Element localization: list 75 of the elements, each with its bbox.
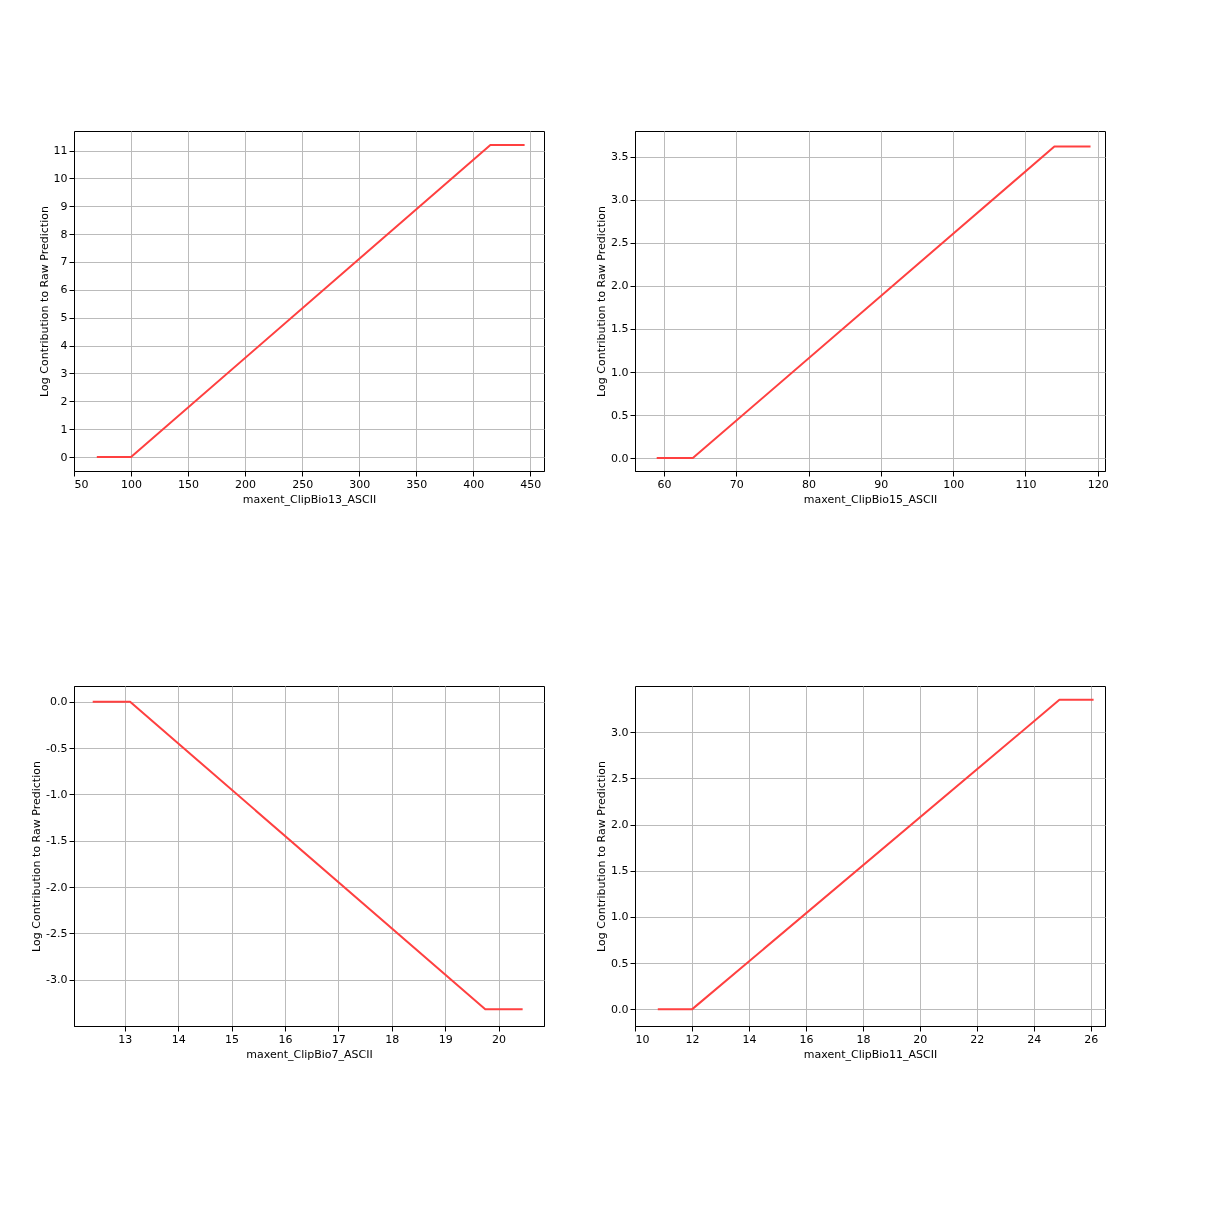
y-tick-label: 2.5 [611,771,629,785]
y-tick-label: 2.0 [611,818,629,832]
y-tick-label: 0.0 [611,1002,629,1016]
x-tick-label: 50 [74,477,89,491]
y-tick-label: 8 [60,227,68,241]
x-axis-title: maxent_ClipBio15_ASCII [803,492,938,506]
x-tick-label: 18 [856,1032,871,1046]
y-tick-label: 0.5 [611,408,629,422]
x-tick-label: 400 [463,477,485,491]
y-tick-label: 3.0 [611,725,629,739]
x-tick-label: 90 [874,477,889,491]
x-tick-label: 13 [118,1032,133,1046]
x-tick-label: 19 [438,1032,453,1046]
x-axis-title: maxent_ClipBio11_ASCII [803,1047,938,1061]
x-tick-label: 20 [913,1032,928,1046]
y-tick-label: 2.0 [611,279,629,293]
y-tick-label: 4 [60,339,68,353]
y-tick-label: 7 [60,255,68,269]
x-tick-label: 10 [635,1032,650,1046]
x-tick-label: 200 [235,477,257,491]
y-axis-title: Log Contribution to Raw Prediction [595,761,609,952]
y-tick-label: 11 [53,144,68,158]
y-tick-label: 5 [60,311,68,325]
y-tick-label: -1.5 [46,834,68,848]
x-tick-label: 300 [349,477,371,491]
x-tick-label: 20 [492,1032,507,1046]
y-axis-title: Log Contribution to Raw Prediction [37,206,51,397]
x-tick-label: 100 [121,477,143,491]
x-tick-label: 60 [657,477,672,491]
y-tick-label: 0.0 [611,451,629,465]
y-axis-title: Log Contribution to Raw Prediction [595,206,609,397]
y-tick-label: 0 [60,450,68,464]
y-tick-label: 10 [53,171,68,185]
y-tick-label: -3.0 [46,973,68,987]
y-tick-label: 1.5 [611,864,629,878]
y-tick-label: -1.0 [46,787,68,801]
x-tick-label: 16 [278,1032,293,1046]
y-tick-label: -0.5 [46,741,68,755]
x-tick-label: 14 [742,1032,757,1046]
y-tick-label: 2.5 [611,236,629,250]
x-tick-label: 24 [1027,1032,1042,1046]
x-tick-label: 350 [406,477,428,491]
y-tick-label: 9 [60,199,68,213]
x-tick-label: 17 [331,1032,346,1046]
y-tick-label: 1 [60,422,68,436]
x-tick-label: 80 [802,477,817,491]
y-tick-label: 1.0 [611,910,629,924]
y-tick-label: 6 [60,283,68,297]
x-tick-label: 100 [943,477,965,491]
y-tick-label: 3.0 [611,193,629,207]
x-tick-label: 120 [1087,477,1109,491]
x-axis-title: maxent_ClipBio7_ASCII [246,1047,373,1061]
x-tick-label: 16 [799,1032,814,1046]
y-tick-label: 0.5 [611,956,629,970]
x-axis-title: maxent_ClipBio13_ASCII [242,492,377,506]
x-tick-label: 250 [292,477,314,491]
x-tick-label: 26 [1084,1032,1099,1046]
y-tick-label: 1.5 [611,322,629,336]
y-tick-label: 3.5 [611,150,629,164]
y-tick-label: -2.5 [46,926,68,940]
y-tick-label: 2 [60,394,68,408]
y-tick-label: -2.0 [46,880,68,894]
x-tick-label: 450 [520,477,542,491]
x-tick-label: 22 [970,1032,985,1046]
x-tick-label: 70 [729,477,744,491]
y-tick-label: 0.0 [50,695,68,709]
x-tick-label: 110 [1015,477,1037,491]
y-tick-label: 1.0 [611,365,629,379]
x-tick-label: 150 [178,477,200,491]
x-tick-label: 18 [385,1032,400,1046]
x-tick-label: 15 [225,1032,240,1046]
y-tick-label: 3 [60,366,68,380]
x-tick-label: 12 [685,1032,700,1046]
x-tick-label: 14 [171,1032,186,1046]
y-axis-title: Log Contribution to Raw Prediction [30,761,44,952]
